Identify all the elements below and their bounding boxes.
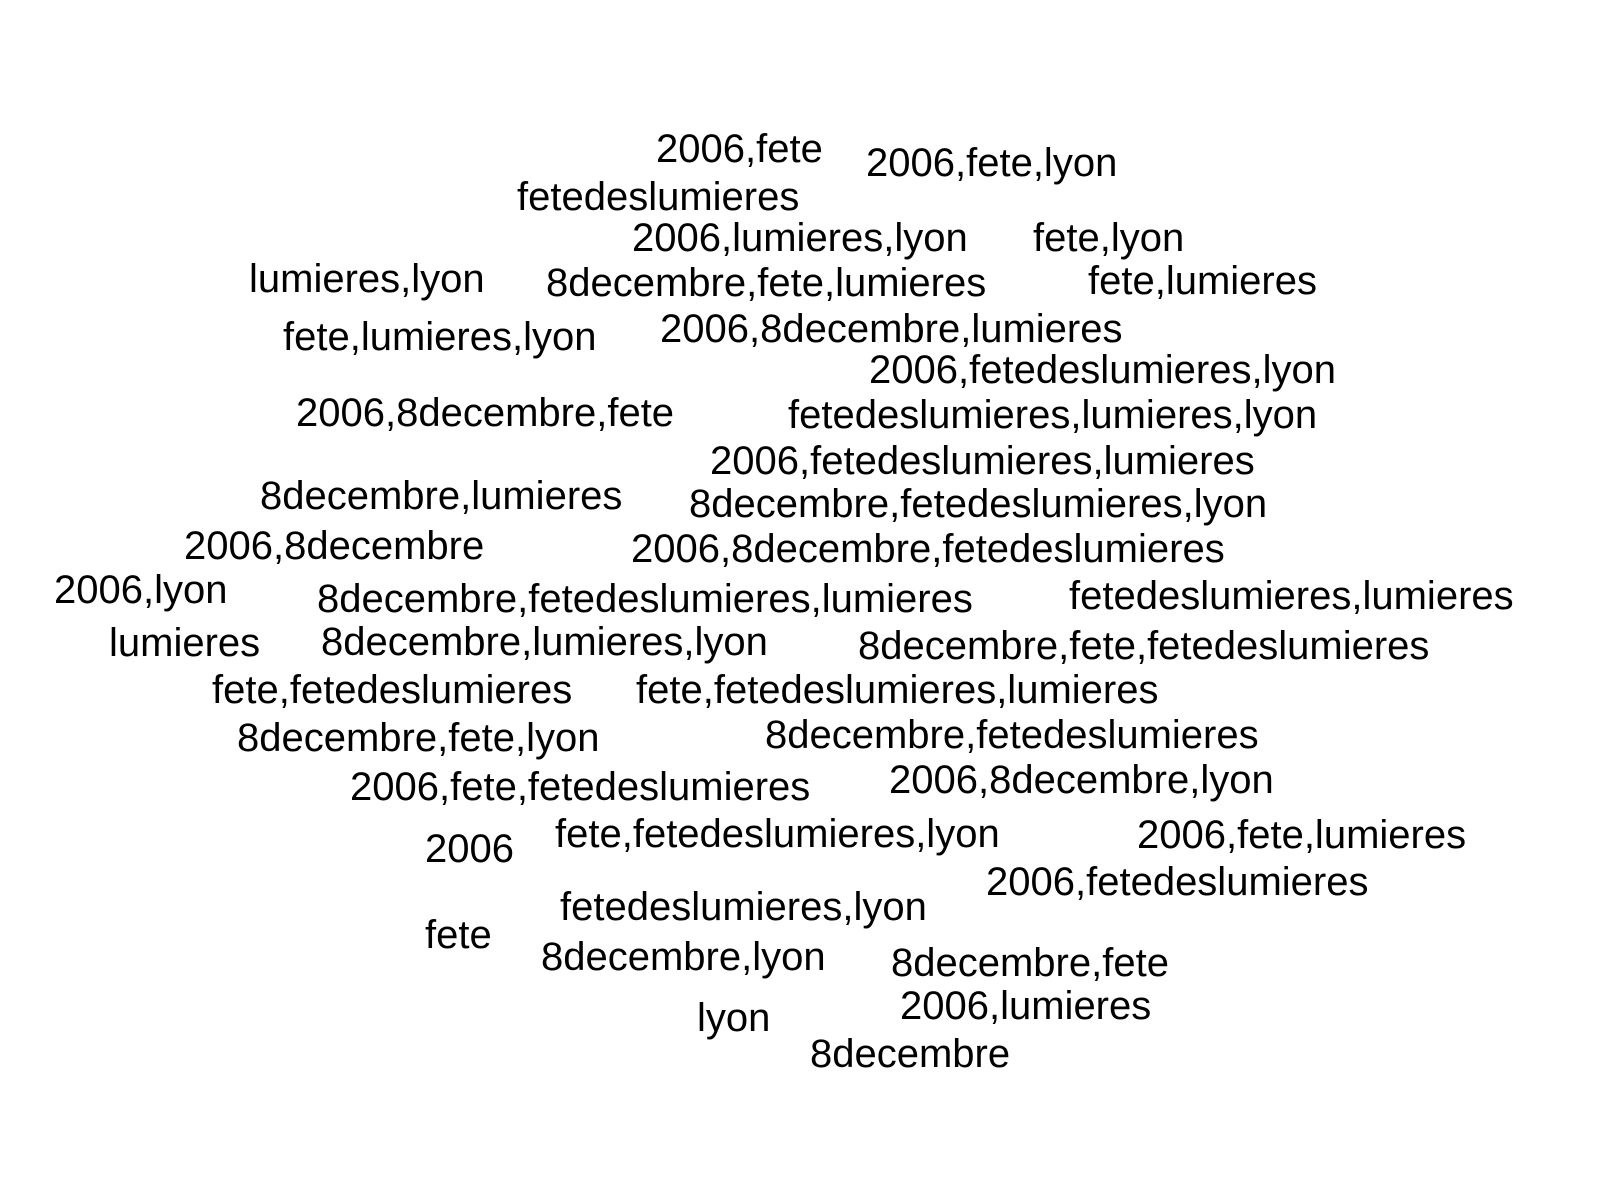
cloud-word: 8decembre,fetedeslumieres [765, 713, 1259, 757]
cloud-word: 8decembre,fetedeslumieres,lumieres [317, 577, 973, 621]
cloud-word: 2006,fete,lyon [866, 141, 1118, 185]
cloud-word: 2006,8decembre,lyon [889, 758, 1274, 802]
cloud-word: 2006,fetedeslumieres,lyon [869, 348, 1336, 392]
cloud-word: 2006 [425, 827, 514, 871]
cloud-word: 2006,fete,fetedeslumieres [350, 765, 811, 809]
cloud-word: fete,lumieres [1088, 259, 1317, 303]
cloud-word: 2006,8decembre [184, 524, 485, 568]
cloud-word: 2006,fetedeslumieres [986, 860, 1369, 904]
cloud-word: 8decembre,lumieres [260, 474, 623, 518]
cloud-word: 2006,8decembre,fete [296, 391, 675, 435]
cloud-word: fete,lumieres,lyon [283, 315, 597, 359]
cloud-word: 2006,lumieres,lyon [632, 216, 968, 260]
cloud-word: 8decembre,lumieres,lyon [321, 620, 768, 664]
cloud-word: lumieres [109, 621, 261, 665]
cloud-word: 2006,fete [656, 127, 823, 171]
cloud-word: fete,fetedeslumieres,lyon [555, 812, 1000, 856]
cloud-word: fete,lyon [1033, 216, 1185, 260]
cloud-word: 2006,8decembre,lumieres [660, 307, 1123, 351]
cloud-word: 8decembre,fete,lumieres [546, 261, 987, 305]
cloud-word: 8decembre,lyon [541, 935, 826, 979]
cloud-word: 2006,lyon [54, 568, 228, 612]
cloud-word: fete [425, 913, 492, 957]
cloud-word: 2006,8decembre,fetedeslumieres [631, 527, 1225, 571]
cloud-word: 2006,fete,lumieres [1137, 813, 1467, 857]
cloud-word: lumieres,lyon [249, 257, 485, 301]
cloud-word: 8decembre,fete,fetedeslumieres [858, 624, 1430, 668]
cloud-word: fetedeslumieres,lumieres [1069, 574, 1514, 618]
cloud-word: 2006,lumieres [900, 984, 1152, 1028]
cloud-word: fetedeslumieres,lumieres,lyon [788, 393, 1318, 437]
cloud-word: 8decembre [810, 1032, 1011, 1076]
cloud-word: fete,fetedeslumieres [212, 668, 573, 712]
cloud-word: fete,fetedeslumieres,lumieres [636, 668, 1159, 712]
cloud-word: fetedeslumieres [517, 175, 800, 219]
cloud-word: 8decembre,fete [891, 941, 1169, 985]
cloud-word: lyon [697, 996, 771, 1040]
cloud-word: 8decembre,fete,lyon [237, 716, 600, 760]
cloud-word: fetedeslumieres,lyon [560, 885, 927, 929]
cloud-word: 8decembre,fetedeslumieres,lyon [689, 482, 1268, 526]
cloud-word: 2006,fetedeslumieres,lumieres [710, 439, 1255, 483]
